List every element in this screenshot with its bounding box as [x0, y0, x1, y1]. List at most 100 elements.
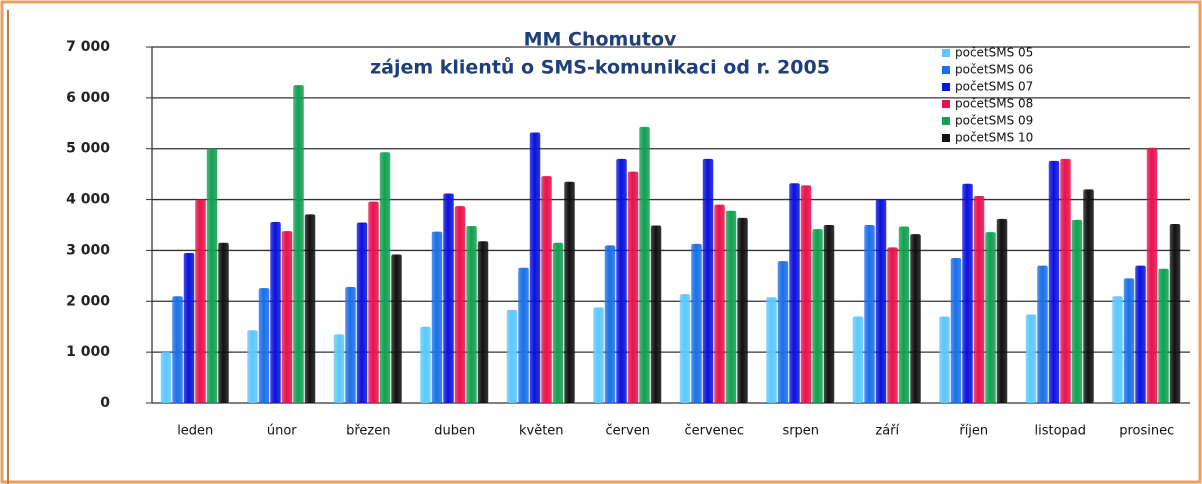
bar: [1135, 265, 1146, 403]
x-tick-label: říjen: [959, 424, 988, 439]
bar: [985, 232, 996, 403]
chart-subtitle: zájem klientů o SMS-komunikaci od r. 200…: [370, 56, 830, 79]
bar: [875, 199, 887, 403]
x-tick-label: duben: [434, 424, 475, 439]
bar: [910, 234, 921, 403]
legend-swatch: [942, 83, 950, 91]
legend-swatch: [942, 100, 950, 108]
y-tick-label: 6 000: [66, 90, 110, 106]
bar: [1048, 160, 1060, 403]
bar: [541, 176, 552, 403]
bar: [552, 242, 564, 403]
bar: [650, 225, 662, 403]
x-tick-label: prosinec: [1119, 424, 1174, 439]
bar: [800, 185, 812, 403]
bar: [247, 330, 258, 403]
bar: [270, 221, 281, 403]
bar: [420, 326, 431, 403]
bar: [356, 222, 368, 403]
bar: [443, 193, 454, 403]
bar: [218, 242, 229, 403]
bar: [864, 225, 875, 403]
bar: [604, 245, 616, 403]
bar: [639, 126, 650, 404]
bar: [823, 225, 835, 403]
bar: [679, 294, 691, 403]
legend-label: početSMS 05: [955, 46, 1033, 60]
bar: [172, 296, 183, 403]
bar: [887, 247, 898, 403]
bar: [206, 148, 218, 403]
bar: [852, 316, 864, 403]
x-tick-label: srpen: [782, 424, 819, 439]
x-tick-label: květen: [519, 424, 564, 439]
legend-swatch: [942, 66, 950, 74]
legend-swatch: [942, 117, 950, 125]
y-tick-label: 7 000: [66, 39, 110, 55]
y-tick-label: 2 000: [66, 293, 110, 309]
bar: [1112, 296, 1123, 403]
bar: [1037, 265, 1048, 403]
bar: [777, 261, 789, 403]
bar: [258, 288, 270, 403]
bar: [431, 231, 443, 403]
bar: [766, 297, 777, 403]
bar: [1025, 314, 1037, 403]
legend-label: početSMS 06: [955, 63, 1033, 77]
legend-swatch: [942, 134, 950, 142]
bar: [160, 352, 172, 403]
bar: [714, 204, 725, 403]
y-tick-label: 4 000: [66, 192, 110, 208]
bar: [333, 334, 345, 403]
bar: [518, 267, 529, 403]
bar: [1158, 268, 1169, 403]
legend-label: početSMS 09: [955, 114, 1033, 128]
bar: [737, 217, 748, 403]
y-tick-label: 0: [100, 395, 110, 411]
bar: [183, 252, 195, 403]
bar: [304, 214, 316, 403]
bar: [691, 243, 702, 403]
bar: [789, 183, 800, 403]
x-tick-label: listopad: [1034, 424, 1086, 439]
legend-swatch: [942, 49, 950, 57]
bar: [345, 287, 356, 403]
y-tick-label: 3 000: [66, 242, 110, 258]
x-tick-label: únor: [267, 424, 297, 439]
bar: [950, 258, 962, 403]
bar: [281, 231, 293, 403]
bar: [962, 183, 973, 403]
bar: [973, 196, 985, 403]
x-tick-label: červen: [606, 424, 650, 439]
bar: [195, 199, 206, 403]
bar: [1060, 158, 1071, 403]
bar: [725, 210, 737, 403]
bar: [1071, 219, 1083, 403]
bar: [898, 226, 910, 403]
bar: [454, 206, 466, 403]
bar: [812, 229, 823, 403]
bar: [1146, 147, 1158, 403]
x-tick-label: červenec: [684, 424, 744, 439]
bar: [466, 226, 477, 403]
legend-label: početSMS 07: [955, 80, 1033, 94]
bar: [627, 171, 639, 403]
legend-label: početSMS 10: [955, 131, 1033, 145]
legend-label: početSMS 08: [955, 97, 1033, 111]
bar: [939, 316, 950, 403]
bar: [477, 241, 489, 403]
x-tick-label: září: [875, 424, 899, 439]
bar: [1123, 278, 1135, 403]
bar: [616, 158, 627, 403]
bar: [564, 181, 575, 403]
bar: [593, 307, 604, 403]
bar: [1169, 223, 1181, 403]
chart-title: MM Chomutov: [524, 29, 677, 51]
bar: [506, 309, 518, 403]
x-tick-label: leden: [177, 424, 213, 439]
x-tick-label: březen: [346, 424, 390, 439]
y-tick-label: 1 000: [66, 344, 110, 360]
